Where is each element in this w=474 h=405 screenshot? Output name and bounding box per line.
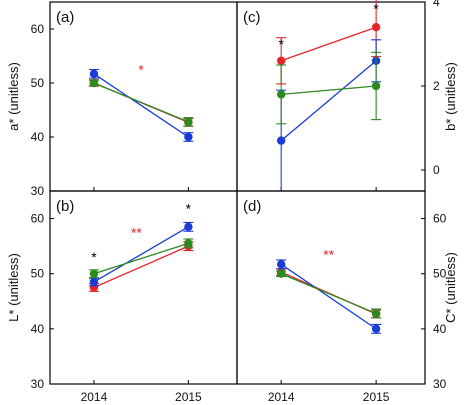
series-line	[280, 26, 377, 62]
y-tick-label-c: 4	[433, 0, 440, 9]
series-line	[93, 226, 189, 283]
significance-marker: *	[91, 249, 97, 265]
y-axis-label-a: a* (unitless)	[6, 62, 21, 131]
series-b-1	[88, 221, 194, 287]
panel-d: 30 40 50 60 C* (unitless) 2014 2015 (d) **	[236, 190, 458, 404]
panel-frame-a	[49, 1, 238, 192]
data-point	[276, 260, 286, 269]
data-point	[371, 309, 381, 318]
x-tick-label-d: 2015	[363, 390, 390, 404]
y-tick-label-b: 60	[31, 212, 45, 226]
data-point	[184, 239, 193, 248]
significance-marker: *	[278, 36, 284, 52]
data-point	[371, 81, 381, 91]
panel-label-c: (c)	[243, 9, 261, 26]
x-tick-label-b: 2015	[175, 390, 202, 404]
series-line	[93, 82, 189, 123]
y-tick-label-d: 40	[433, 322, 447, 336]
data-point	[276, 56, 286, 65]
y-tick-label-c: 2	[433, 79, 440, 93]
significance-marker: **	[323, 246, 334, 262]
y-tick-label-a: 40	[31, 130, 45, 144]
series-c-1	[276, 39, 382, 192]
series-line	[93, 242, 189, 275]
significance-marker: **	[131, 224, 142, 240]
data-point	[276, 269, 286, 278]
y-tick-label-a: 50	[31, 76, 45, 90]
data-point	[184, 222, 193, 232]
y-axis-label-b: L* (unitless)	[6, 253, 21, 322]
series-line	[280, 263, 377, 330]
panel-label-b: (b)	[56, 198, 74, 215]
series-b-0	[88, 241, 194, 292]
data-point	[276, 90, 286, 99]
panel-frame-d	[236, 190, 426, 385]
series-b-2	[88, 238, 194, 279]
x-tick-label-b: 2014	[81, 390, 108, 404]
significance-marker: *	[373, 0, 379, 16]
y-tick-label-d: 30	[433, 377, 447, 391]
series-line	[93, 73, 189, 138]
y-tick-label-d: 60	[433, 212, 447, 226]
data-point	[184, 132, 193, 142]
series-d-2	[276, 269, 382, 319]
series-d-1	[276, 259, 382, 334]
data-point	[89, 269, 99, 278]
y-tick-label-b: 30	[31, 377, 45, 391]
series-c-2	[276, 51, 382, 125]
series-c-0	[276, 0, 382, 85]
significance-marker: *	[186, 201, 192, 217]
y-tick-label-b: 40	[31, 322, 45, 336]
y-tick-label-b: 50	[31, 267, 45, 281]
data-point	[276, 136, 286, 145]
panel-c: 0 2 4 b* (unitless) (c) * *	[236, 0, 458, 192]
series-line	[281, 85, 377, 96]
series-line	[280, 60, 377, 142]
series-line	[93, 245, 189, 289]
data-point	[371, 324, 381, 334]
panel-frame-c	[236, 1, 426, 192]
data-point	[89, 277, 99, 287]
y-tick-label-c: 0	[433, 163, 440, 177]
data-point	[89, 69, 99, 79]
y-axis-label-d: C* (unitless)	[443, 252, 458, 323]
panel-label-d: (d)	[243, 198, 261, 215]
panel-frame-b	[49, 190, 238, 385]
series-line	[280, 273, 377, 315]
y-tick-label-d: 50	[433, 267, 447, 281]
data-point	[371, 23, 381, 32]
x-tick-label-d: 2014	[268, 390, 295, 404]
significance-marker: *	[138, 62, 144, 78]
data-point	[89, 78, 99, 88]
y-axis-label-c: b* (unitless)	[443, 62, 458, 131]
y-tick-label-a: 30	[31, 184, 45, 198]
series-a-2	[88, 78, 194, 127]
panel-label-a: (a)	[56, 9, 74, 26]
data-point	[184, 117, 193, 127]
panel-a: 30 40 50 60 a* (unitless) (a) *	[6, 1, 238, 198]
y-tick-label-a: 60	[31, 22, 45, 36]
series-a-1	[88, 68, 194, 142]
